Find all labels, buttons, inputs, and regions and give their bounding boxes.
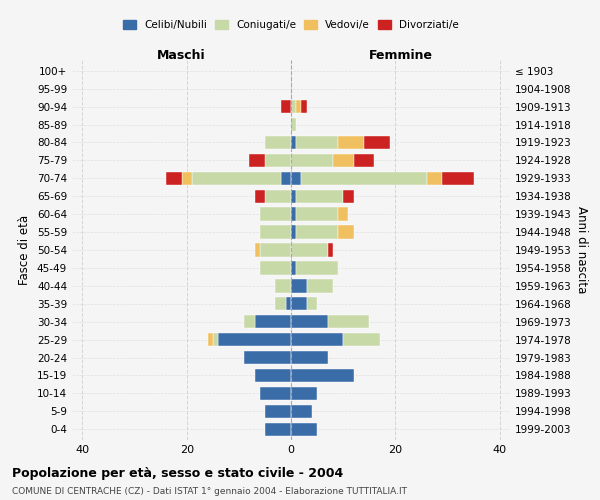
Bar [291,172,301,185]
Text: COMUNE DI CENTRACHE (CZ) - Dati ISTAT 1° gennaio 2004 - Elaborazione TUTTITALIA.: COMUNE DI CENTRACHE (CZ) - Dati ISTAT 1°… [12,488,407,496]
Bar [265,190,291,203]
Bar [244,351,291,364]
Bar [291,279,307,292]
Bar [301,100,307,114]
Bar [254,244,260,256]
Bar [182,172,192,185]
Bar [307,297,317,310]
Bar [328,244,333,256]
Bar [343,333,380,346]
Bar [353,154,374,167]
Bar [291,261,296,274]
Bar [291,208,296,221]
Bar [291,154,333,167]
Bar [281,172,291,185]
Bar [291,100,296,114]
Bar [254,315,291,328]
Bar [328,315,369,328]
Bar [291,422,317,436]
Bar [275,279,291,292]
Bar [254,190,265,203]
Bar [265,422,291,436]
Bar [281,100,291,114]
Bar [291,136,296,149]
Bar [260,244,291,256]
Bar [265,136,291,149]
Bar [275,297,286,310]
Bar [291,315,328,328]
Bar [364,136,390,149]
Bar [291,118,296,131]
Bar [166,172,182,185]
Bar [254,369,291,382]
Bar [265,404,291,418]
Bar [296,136,338,149]
Bar [291,226,296,239]
Bar [296,100,301,114]
Bar [260,386,291,400]
Bar [291,244,328,256]
Bar [296,208,338,221]
Bar [260,261,291,274]
Bar [307,279,333,292]
Bar [343,190,353,203]
Bar [218,333,291,346]
Bar [291,386,317,400]
Bar [333,154,353,167]
Bar [338,226,353,239]
Text: Maschi: Maschi [157,49,206,62]
Bar [286,297,291,310]
Bar [213,333,218,346]
Bar [249,154,265,167]
Bar [301,172,427,185]
Y-axis label: Anni di nascita: Anni di nascita [575,206,588,294]
Bar [291,190,296,203]
Bar [291,404,312,418]
Bar [291,297,307,310]
Bar [265,154,291,167]
Bar [260,226,291,239]
Text: Femmine: Femmine [368,49,433,62]
Legend: Celibi/Nubili, Coniugati/e, Vedovi/e, Divorziati/e: Celibi/Nubili, Coniugati/e, Vedovi/e, Di… [119,16,463,34]
Bar [427,172,442,185]
Bar [338,136,364,149]
Y-axis label: Fasce di età: Fasce di età [19,215,31,285]
Bar [192,172,281,185]
Bar [442,172,473,185]
Bar [338,208,349,221]
Bar [296,226,338,239]
Bar [208,333,213,346]
Bar [296,190,343,203]
Bar [260,208,291,221]
Bar [244,315,254,328]
Bar [296,261,338,274]
Bar [291,369,353,382]
Bar [291,351,328,364]
Bar [291,333,343,346]
Text: Popolazione per età, sesso e stato civile - 2004: Popolazione per età, sesso e stato civil… [12,468,343,480]
